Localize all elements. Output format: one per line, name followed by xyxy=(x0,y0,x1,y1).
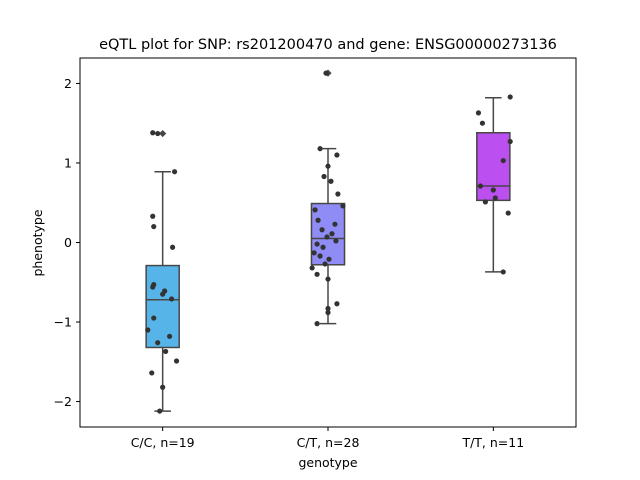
data-point xyxy=(312,207,318,213)
data-point xyxy=(311,250,317,256)
data-point xyxy=(314,321,320,327)
boxes-layer xyxy=(145,69,511,412)
data-point xyxy=(325,163,331,169)
data-point xyxy=(157,408,163,414)
ticks-layer: −2 −1 0 1 2 C/C, n=19 C/T, n=28 T/T, n=11 xyxy=(54,76,525,450)
data-point xyxy=(320,244,326,250)
data-point xyxy=(314,241,320,247)
points-layer xyxy=(145,70,513,414)
data-point xyxy=(505,210,511,216)
data-point xyxy=(490,187,496,193)
data-point xyxy=(150,130,156,136)
data-point xyxy=(169,244,176,250)
data-point xyxy=(151,315,157,321)
data-point xyxy=(319,227,325,233)
y-axis-label: phenotype xyxy=(30,209,45,276)
data-point xyxy=(325,305,331,312)
data-point xyxy=(150,284,156,290)
x-tick-label: T/T, n=11 xyxy=(461,435,524,450)
outlier-marker xyxy=(159,129,167,138)
data-point xyxy=(477,183,484,189)
y-tick-label: 1 xyxy=(64,155,72,170)
data-point xyxy=(334,301,340,307)
data-point xyxy=(322,261,328,267)
data-point xyxy=(479,120,486,126)
iqr-box xyxy=(145,264,180,349)
x-tick-label: C/C, n=19 xyxy=(131,435,195,450)
data-point xyxy=(335,191,341,197)
data-point xyxy=(321,173,327,180)
data-point xyxy=(500,269,506,275)
data-point xyxy=(329,231,335,237)
data-point xyxy=(475,110,482,116)
data-point xyxy=(163,348,169,355)
data-point xyxy=(171,169,178,175)
y-tick-label: 2 xyxy=(64,76,72,91)
data-point xyxy=(340,203,346,209)
data-point xyxy=(173,358,180,364)
data-point xyxy=(328,178,334,184)
data-point xyxy=(314,271,320,277)
y-tick-label: −2 xyxy=(54,394,72,409)
data-point xyxy=(155,130,161,137)
data-point xyxy=(168,296,175,302)
chart-title: eQTL plot for SNP: rs201200470 and gene:… xyxy=(99,37,557,53)
data-point xyxy=(323,70,329,76)
data-point xyxy=(317,253,323,259)
data-point xyxy=(160,291,166,297)
data-point xyxy=(315,217,321,223)
data-point xyxy=(317,146,323,152)
data-point xyxy=(145,327,151,333)
data-point xyxy=(326,256,332,262)
data-point xyxy=(492,195,498,201)
box-group-1 xyxy=(145,129,180,412)
data-point xyxy=(324,234,330,240)
x-axis-label: genotype xyxy=(298,455,357,470)
data-point xyxy=(507,94,513,100)
data-point xyxy=(309,265,315,271)
data-point xyxy=(155,340,161,346)
y-tick-label: −1 xyxy=(54,315,72,330)
data-point xyxy=(325,276,331,282)
data-point xyxy=(167,333,173,339)
data-point xyxy=(507,138,513,145)
data-point xyxy=(333,238,339,244)
data-point xyxy=(500,157,506,164)
y-tick-label: 0 xyxy=(64,235,72,250)
data-point xyxy=(334,152,340,158)
x-tick-label: C/T, n=28 xyxy=(297,435,360,450)
data-point xyxy=(149,370,155,376)
data-point xyxy=(325,309,331,316)
data-point xyxy=(332,221,338,227)
data-point xyxy=(150,213,156,219)
box-group-2 xyxy=(310,69,346,325)
data-point xyxy=(151,223,157,230)
data-point xyxy=(160,384,166,390)
data-point xyxy=(482,199,488,205)
iqr-box xyxy=(310,202,346,266)
